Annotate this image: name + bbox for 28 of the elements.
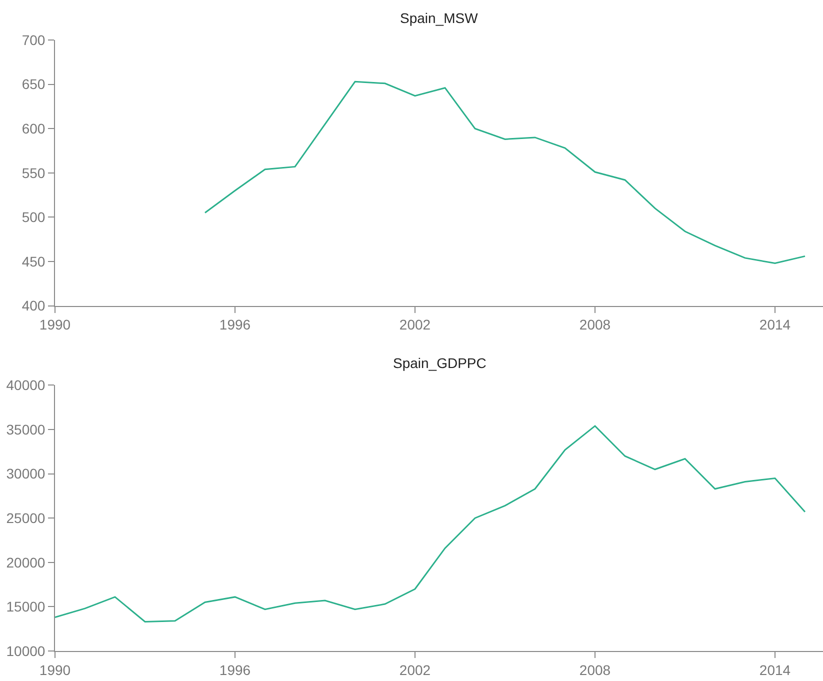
y-tick-label: 700 (22, 32, 46, 48)
y-tick-label: 15000 (6, 598, 46, 615)
line-series (55, 425, 806, 623)
y-tick-label: 35000 (6, 421, 46, 438)
line-series (204, 80, 806, 264)
x-tick-label: 1996 (219, 316, 251, 333)
x-tick-label: 1996 (219, 662, 251, 678)
y-tick-label: 10000 (6, 642, 46, 659)
y-tick-label: 600 (22, 120, 46, 136)
y-tick-label: 550 (22, 164, 46, 181)
x-tick-label: 1990 (39, 316, 71, 333)
y-tick-label: 650 (22, 76, 46, 92)
y-tick-label: 30000 (6, 466, 46, 482)
y-tick-label: 450 (22, 253, 46, 270)
y-tick-label: 40000 (6, 377, 46, 394)
x-tick-label: 2008 (579, 316, 611, 333)
y-tick-label: 400 (22, 298, 46, 314)
chart-title: Spain_GDPPC (393, 355, 486, 371)
x-tick-label: 1990 (39, 662, 71, 678)
x-tick-label: 2014 (759, 316, 791, 333)
x-tick-label: 2002 (399, 662, 431, 678)
x-tick-label: 2002 (399, 316, 431, 333)
y-tick-label: 25000 (6, 510, 46, 526)
x-tick-label: 2014 (759, 662, 791, 678)
chart-title: Spain_MSW (400, 10, 479, 26)
x-tick-label: 2008 (579, 662, 611, 678)
y-tick-label: 20000 (6, 554, 46, 570)
y-tick-label: 500 (22, 209, 46, 226)
